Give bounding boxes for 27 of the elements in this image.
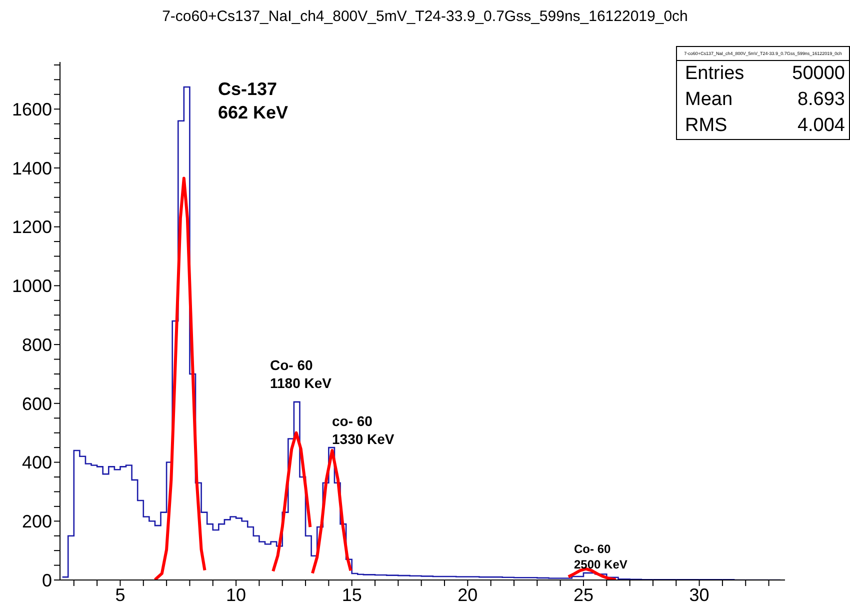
y-tick-label: 1400 (12, 158, 52, 178)
y-tick-label: 1200 (12, 217, 52, 238)
annotation: Co- 60 2500 KeV (574, 542, 628, 572)
annotation: Co- 60 1180 KeV (270, 357, 332, 392)
line-series (153, 176, 206, 580)
line-series (310, 449, 352, 575)
x-tick-label: 20 (458, 584, 478, 605)
chart-title: 7-co60+Cs137_NaI_ch4_800V_5mV_T24-33.9_0.7Gss_599ns_16122019_0ch (161, 8, 689, 25)
line-series (566, 567, 618, 580)
x-tick-label: 15 (342, 584, 362, 605)
annotation: Cs-137 662 KeV (218, 79, 288, 122)
x-tick-label: 5 (115, 584, 126, 605)
y-tick-label: 800 (22, 334, 52, 355)
text: Entries 50000 (685, 63, 845, 84)
annotation: co- 60 1330 KeV (332, 413, 395, 448)
text: RMS 4.004 (685, 115, 845, 136)
y-tick-label: 0 (42, 570, 52, 590)
x-tick-label: 30 (689, 584, 710, 605)
y-tick-label: 1600 (12, 99, 52, 120)
x-tick-label: 25 (573, 584, 594, 605)
y-tick-label: 600 (22, 394, 52, 414)
line-series (272, 431, 312, 573)
text: Mean 8.693 (685, 89, 845, 110)
x-tick-label: 10 (226, 584, 246, 605)
y-tick-label: 1000 (12, 276, 52, 296)
y-tick-label: 400 (22, 452, 52, 473)
y-tick-label: 200 (22, 512, 52, 532)
